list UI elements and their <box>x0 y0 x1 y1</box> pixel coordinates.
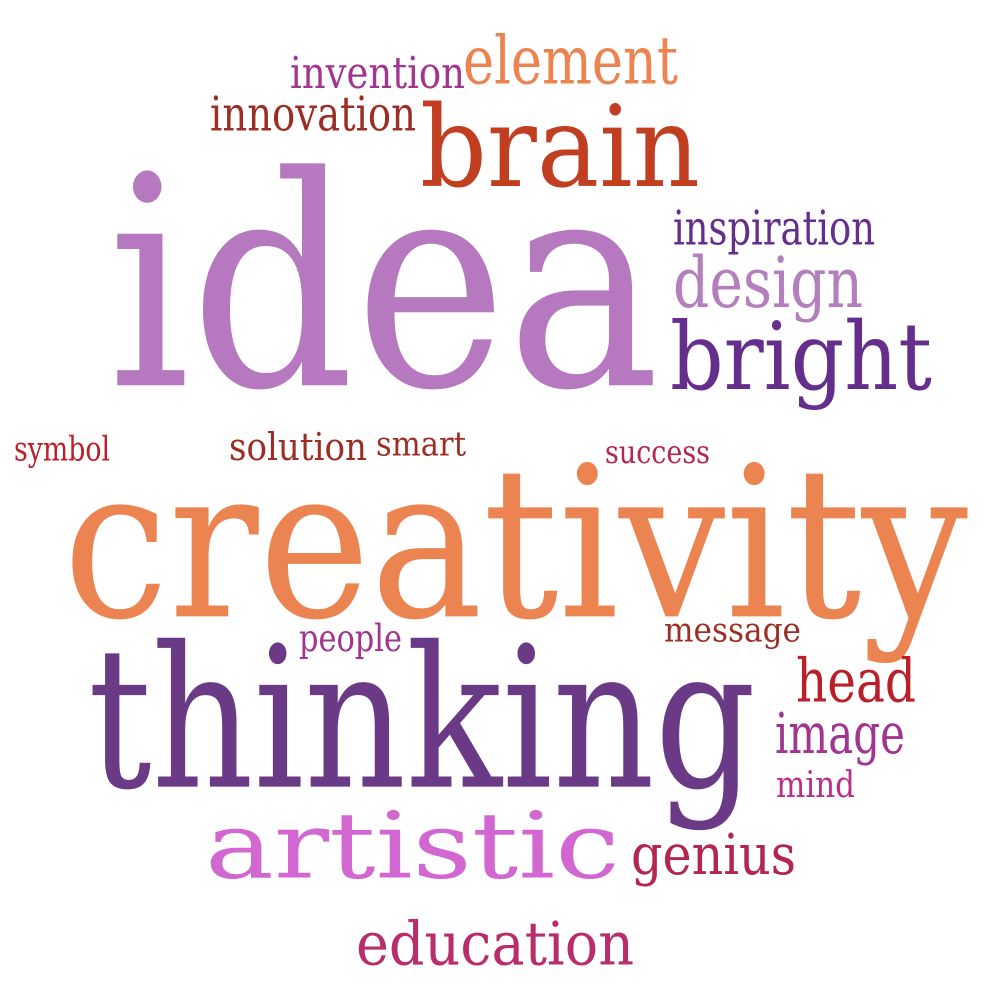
word-image: image <box>775 700 905 767</box>
word-people: people <box>299 616 402 660</box>
word-smart: smart <box>376 423 466 464</box>
word-mind: mind <box>776 763 855 806</box>
word-education: education <box>356 908 634 979</box>
word-symbol: symbol <box>14 428 110 469</box>
word-genius: genius <box>631 821 796 888</box>
word-element: element <box>463 22 678 100</box>
word-brain: brain <box>420 81 700 213</box>
word-inspiration: inspiration <box>673 199 875 256</box>
word-thinking: thinking <box>88 604 756 834</box>
word-idea: idea <box>108 113 660 456</box>
word-invention: invention <box>290 47 465 99</box>
word-artistic: artistic <box>205 791 620 900</box>
word-solution: solution <box>229 424 367 470</box>
word-creativity: creativity <box>63 421 968 667</box>
word-success: success <box>605 433 710 471</box>
word-head: head <box>796 645 916 716</box>
word-design: design <box>673 241 863 324</box>
word-innovation: innovation <box>210 85 416 142</box>
word-bright: bright <box>670 301 932 412</box>
word-message: message <box>664 609 801 650</box>
